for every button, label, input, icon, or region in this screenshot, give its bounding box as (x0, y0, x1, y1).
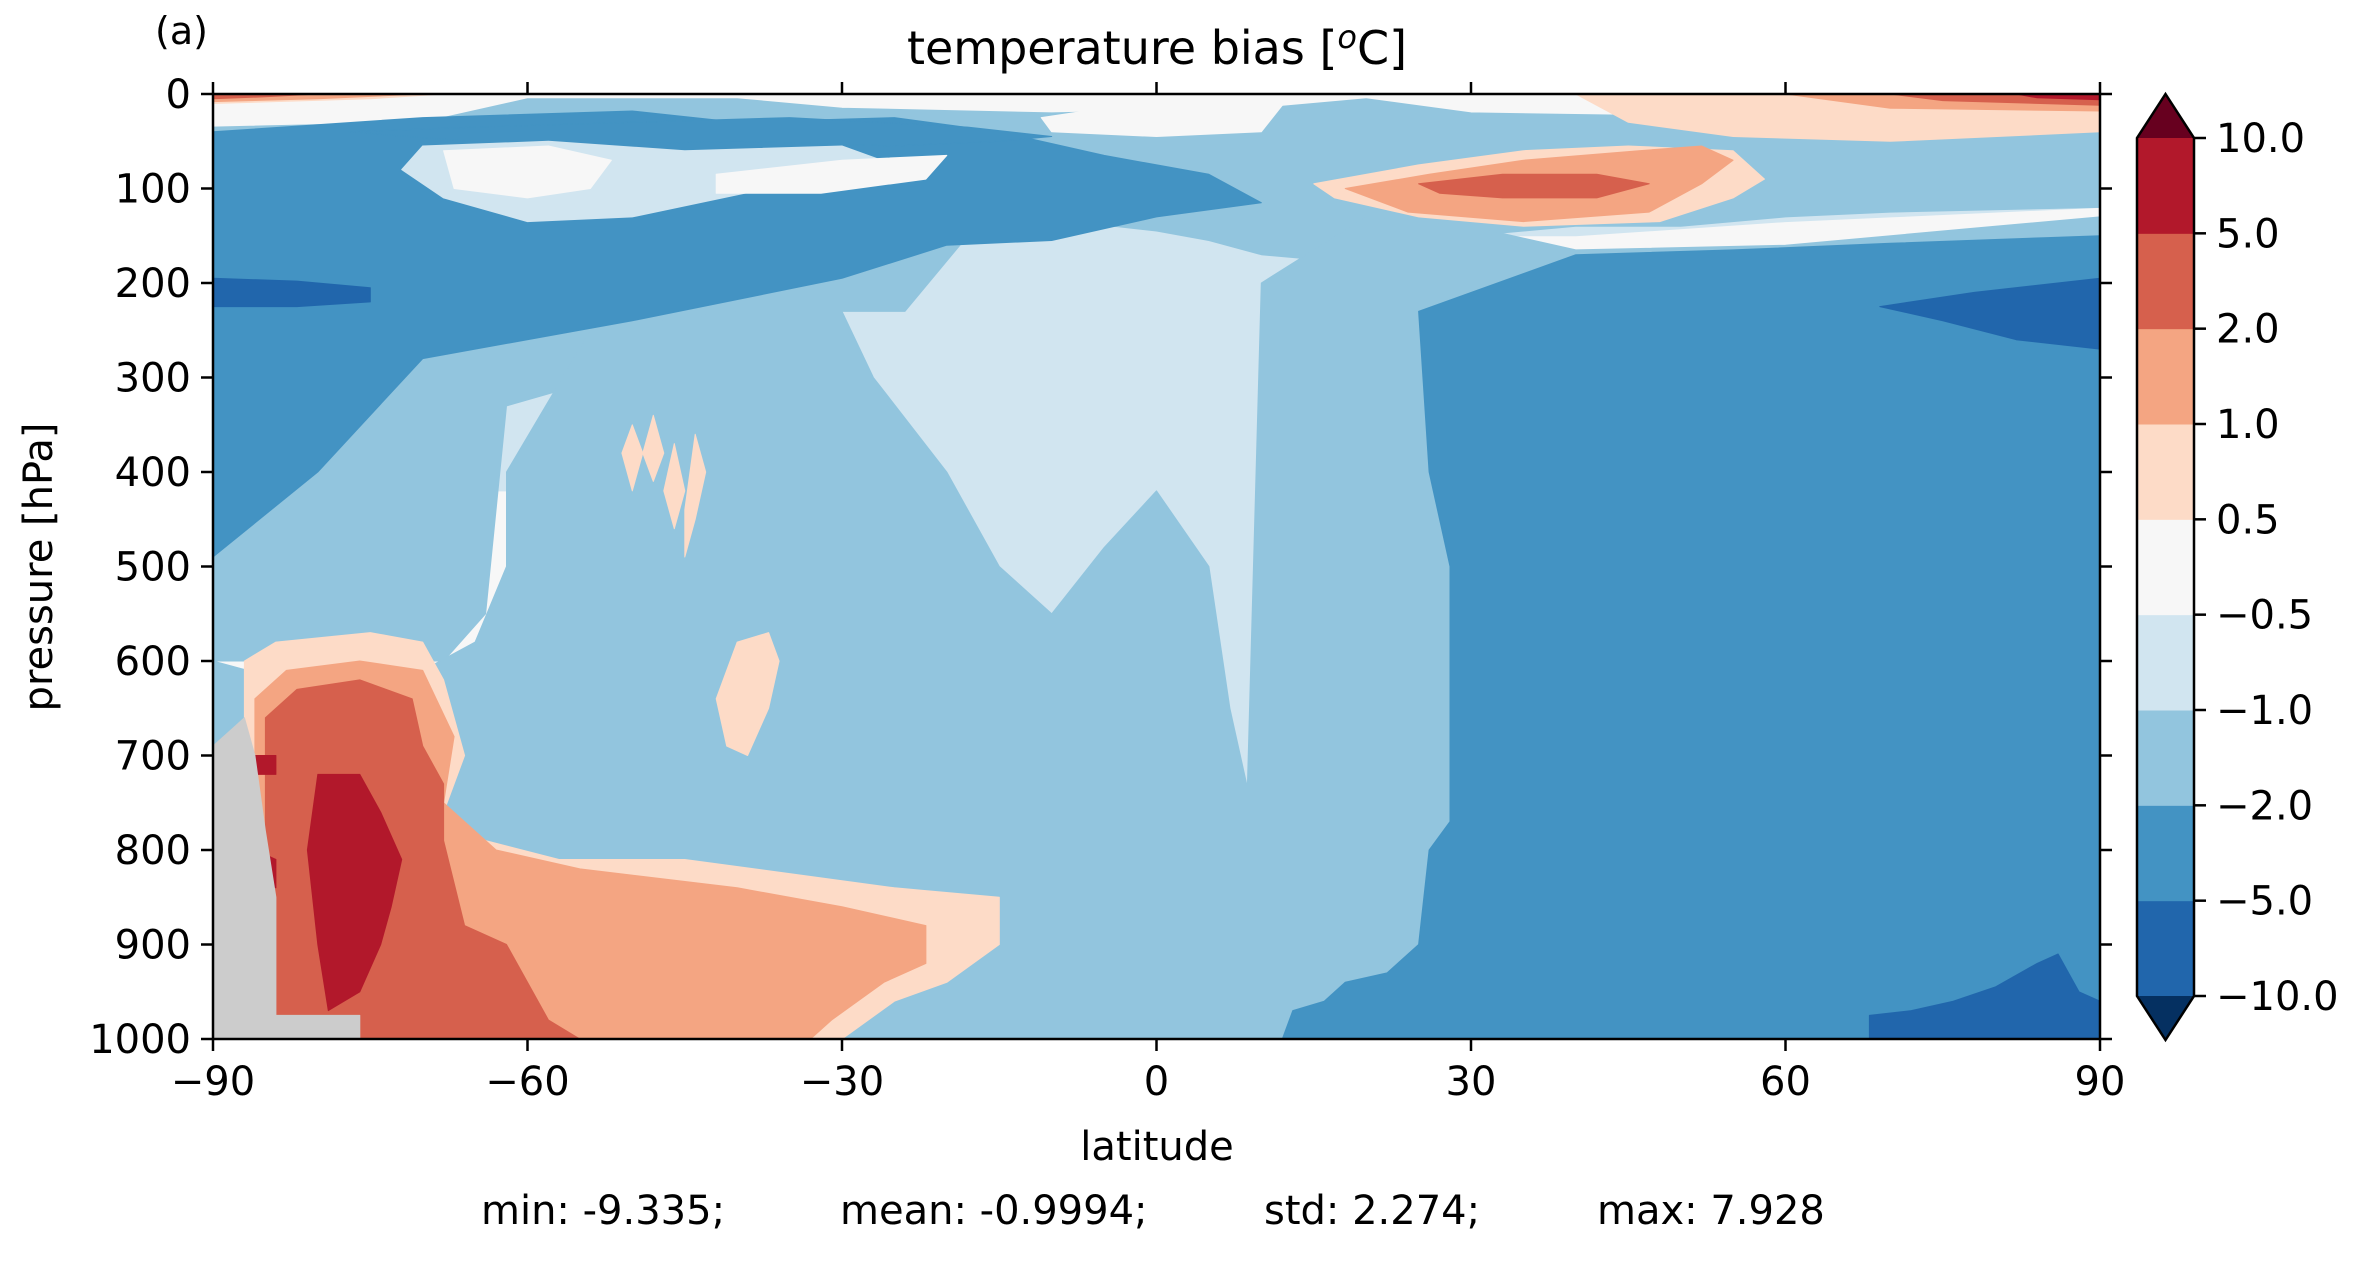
stats-bar: min: -9.335; mean: -0.9994; std: 2.274; … (0, 1188, 2362, 1248)
colorbar-segment (2137, 614, 2194, 711)
y-tick-label: 200 (115, 261, 191, 307)
contour-region (715, 154, 948, 194)
contour-region (443, 145, 612, 199)
x-tick-label: 0 (1144, 1059, 1169, 1105)
contour-region (663, 443, 686, 530)
y-tick-label: 900 (115, 923, 191, 969)
colorbar-segment (2137, 900, 2194, 997)
colorbar-tick-label: −0.5 (2216, 593, 2313, 639)
contour-region (213, 277, 371, 308)
contour-region (1879, 277, 2100, 350)
colorbar-segment (2137, 805, 2194, 902)
x-tick-label: 60 (1760, 1059, 1811, 1105)
contour-region (1040, 103, 1283, 137)
contour-region (306, 773, 403, 1012)
colorbar-segment (2137, 328, 2194, 425)
contour-region (642, 414, 665, 482)
colorbar-tick-label: −2.0 (2216, 783, 2313, 829)
contour-region (213, 717, 361, 1039)
contour-region (254, 755, 277, 775)
colorbar-extend-max (2137, 94, 2194, 138)
y-axis-label: pressure [hPa] (16, 423, 62, 712)
colorbar-tick-label: 10.0 (2216, 116, 2305, 162)
chart-title: temperature bias [oC] (907, 18, 1407, 75)
colorbar-tick-label: 1.0 (2216, 402, 2280, 448)
contour-region (1868, 953, 2100, 1039)
colorbar-extend-min (2137, 996, 2194, 1040)
colorbar-segment (2137, 710, 2194, 806)
chart-title-end: C] (1357, 21, 1407, 75)
colorbar-tick-label: 5.0 (2216, 211, 2280, 257)
stat-std: std: 2.274; (1264, 1188, 1481, 1234)
contour-region (1418, 173, 1650, 199)
x-tick-label: −30 (800, 1059, 884, 1105)
colorbar-tick-label: 2.0 (2216, 307, 2280, 353)
stat-max: max: 7.928 (1597, 1188, 1825, 1234)
contour-region (715, 632, 780, 756)
x-tick-label: −90 (171, 1059, 255, 1105)
y-tick-label: 400 (115, 450, 191, 496)
panel-label: (a) (155, 9, 208, 53)
chart-title-superscript: o (1337, 18, 1357, 56)
y-tick-label: 600 (115, 639, 191, 685)
colorbar-tick-label: −10.0 (2216, 974, 2339, 1020)
y-tick-label: 0 (166, 72, 191, 118)
contour-region (1281, 235, 2100, 1039)
stat-min: min: -9.335; (481, 1188, 726, 1234)
y-tick-label: 100 (115, 167, 191, 213)
x-tick-label: −60 (485, 1059, 569, 1105)
y-tick-label: 1000 (89, 1017, 191, 1063)
contour-region (684, 433, 707, 558)
contour-fills (213, 94, 2100, 1039)
x-tick-label: 30 (1446, 1059, 1497, 1105)
x-axis-label: latitude (1080, 1124, 1233, 1170)
stat-mean: mean: -0.9994; (840, 1188, 1148, 1234)
y-tick-label: 500 (115, 545, 191, 591)
y-tick-label: 300 (115, 356, 191, 402)
y-tick-label: 700 (115, 734, 191, 780)
colorbar-segment (2137, 138, 2194, 234)
contour-region (348, 117, 1053, 147)
contour-region (2015, 94, 2100, 101)
x-tick-label: 90 (2075, 1059, 2126, 1105)
colorbar-tick-label: −5.0 (2216, 879, 2313, 925)
chart-title-main: temperature bias [ (907, 21, 1337, 75)
colorbar-segment (2137, 519, 2194, 616)
y-tick-label: 800 (115, 828, 191, 874)
y-axis: 0 100 200 300 400 500 600 700 800 900 1000 (89, 72, 2112, 1063)
colorbar-segment (2137, 424, 2194, 520)
colorbar-tick-label: −1.0 (2216, 688, 2313, 734)
x-axis: −90 −60 −30 0 30 60 90 (171, 82, 2126, 1105)
colorbar: −10.0 −5.0 −2.0 −1.0 −0.5 0.5 1.0 2.0 5.0 10.0 (2135, 91, 2339, 1043)
contour-region (621, 424, 644, 492)
colorbar-segment (2137, 233, 2194, 330)
colorbar-tick-label: 0.5 (2216, 497, 2280, 543)
